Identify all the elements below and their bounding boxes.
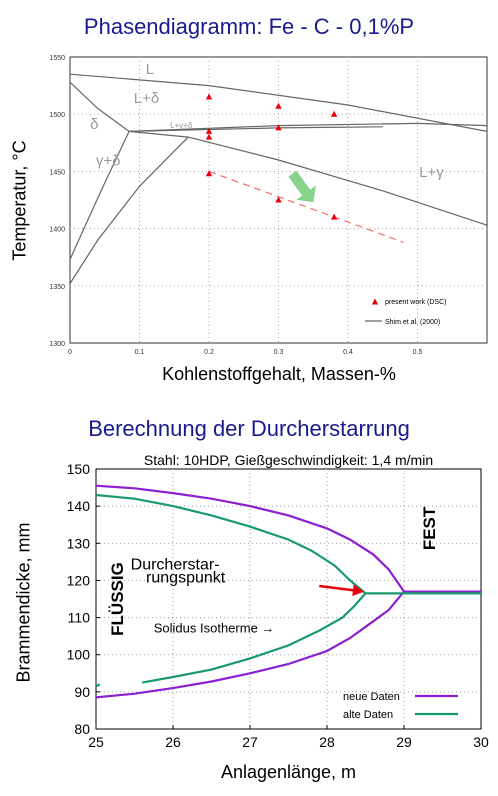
phase-boundary-line	[188, 136, 488, 226]
alte-daten-lower2-line	[142, 592, 367, 684]
top-chart-title: Phasendiagramm: Fe - C - 0,1%P	[83, 14, 415, 39]
phase-region-label: L+γ	[419, 164, 444, 181]
phase-boundary-line	[129, 122, 488, 132]
y-tick-label: 100	[67, 647, 91, 663]
y-tick-label: 110	[68, 610, 91, 626]
pointer-arrow-shaft	[319, 584, 354, 592]
y-tick-label: 90	[74, 684, 90, 700]
pointer-arrow-head	[352, 584, 364, 597]
y-tick-label: 80	[74, 721, 90, 737]
y-tick-label: 1500	[49, 112, 65, 119]
y-tick-label: 120	[67, 572, 91, 588]
phase-region-label: L+δ	[134, 90, 159, 107]
x-tick-label: 0.1	[135, 349, 145, 356]
phase-diagram-chart: 0 0.1 0.2 0.3 0.4 0.5 1300 1350 1400 1450 1500 1550…	[49, 55, 488, 356]
data-point-triangle	[275, 102, 282, 109]
alte-daten-upper-line	[95, 493, 481, 595]
data-point-triangle	[205, 93, 213, 100]
bottom-chart-subtitle: Stahl: 10HDP, Gießgeschwindigkeit: 1,4 m…	[143, 452, 434, 468]
phase-boundary-line	[69, 81, 130, 132]
solidification-point-label: Durcherstar-	[131, 556, 220, 573]
top-chart-xlabel: Kohlenstoffgehalt, Massen-%	[162, 364, 396, 384]
x-tick-label: 0.4	[343, 349, 353, 356]
data-point-triangle	[275, 196, 282, 203]
data-point-triangle	[205, 170, 213, 177]
region-label: FLÜSSIG	[108, 562, 127, 636]
y-tick-label: 1350	[49, 284, 65, 291]
solidus-isotherm-label: Solidus Isotherme →	[154, 620, 275, 635]
region-label: FEST	[420, 506, 439, 550]
y-tick-label: 1450	[49, 169, 65, 176]
x-tick-label: 0.2	[204, 349, 214, 356]
data-point-triangle	[275, 124, 282, 131]
x-tick-label: 0.5	[413, 349, 423, 356]
x-tick-label: 28	[319, 734, 335, 750]
neue-daten-lower-line	[95, 590, 405, 699]
bottom-chart-title: Berechnung der Durcherstarrung	[88, 416, 410, 441]
data-point-triangle	[330, 110, 338, 117]
y-tick-label: 1400	[49, 227, 65, 234]
legend-label-alte-daten: alte Daten	[343, 709, 393, 721]
data-point-triangle	[330, 213, 338, 220]
x-tick-label: 29	[396, 734, 412, 750]
alte-daten-lower-line	[95, 683, 101, 688]
phase-boundary-line	[129, 130, 189, 138]
x-tick-label: 27	[242, 734, 258, 750]
legend-marker-dsc	[371, 298, 379, 305]
x-tick-label: 0.3	[274, 349, 284, 356]
x-tick-label: 26	[165, 734, 181, 750]
data-point-triangle	[205, 133, 213, 140]
x-tick-label: 0	[68, 349, 72, 356]
data-point-triangle	[205, 127, 213, 134]
phase-boundary-line	[69, 136, 189, 284]
plot-frame	[95, 468, 482, 730]
legend-label-neue-daten: neue Daten	[343, 691, 400, 703]
x-tick-label: 25	[88, 734, 104, 750]
cooling-direction-arrow	[288, 170, 316, 203]
bottom-chart-xlabel: Anlagenlänge, m	[220, 762, 357, 782]
legend-label-dsc: present work (DSC)	[385, 299, 446, 306]
phase-region-label: γ+δ	[96, 153, 121, 170]
phase-region-label: δ	[90, 116, 98, 133]
y-tick-label: 140	[67, 498, 91, 514]
y-tick-label: 1550	[49, 55, 65, 62]
solidification-point-label: rungspunkt	[146, 569, 226, 586]
legend-label-shim: Shim et al. (2000)	[385, 319, 440, 326]
trend-dashed-line	[208, 170, 404, 243]
x-tick-label: 30	[473, 734, 489, 750]
y-tick-label: 130	[67, 535, 91, 551]
y-tick-label: 150	[67, 461, 91, 477]
neue-daten-upper-line	[95, 484, 481, 593]
phase-boundary-line	[69, 131, 130, 260]
phase-region-label: L+γ+δ	[170, 121, 193, 130]
phase-boundary-line	[69, 73, 488, 132]
phase-region-label: L	[146, 61, 154, 78]
y-tick-label: 1300	[49, 341, 65, 348]
